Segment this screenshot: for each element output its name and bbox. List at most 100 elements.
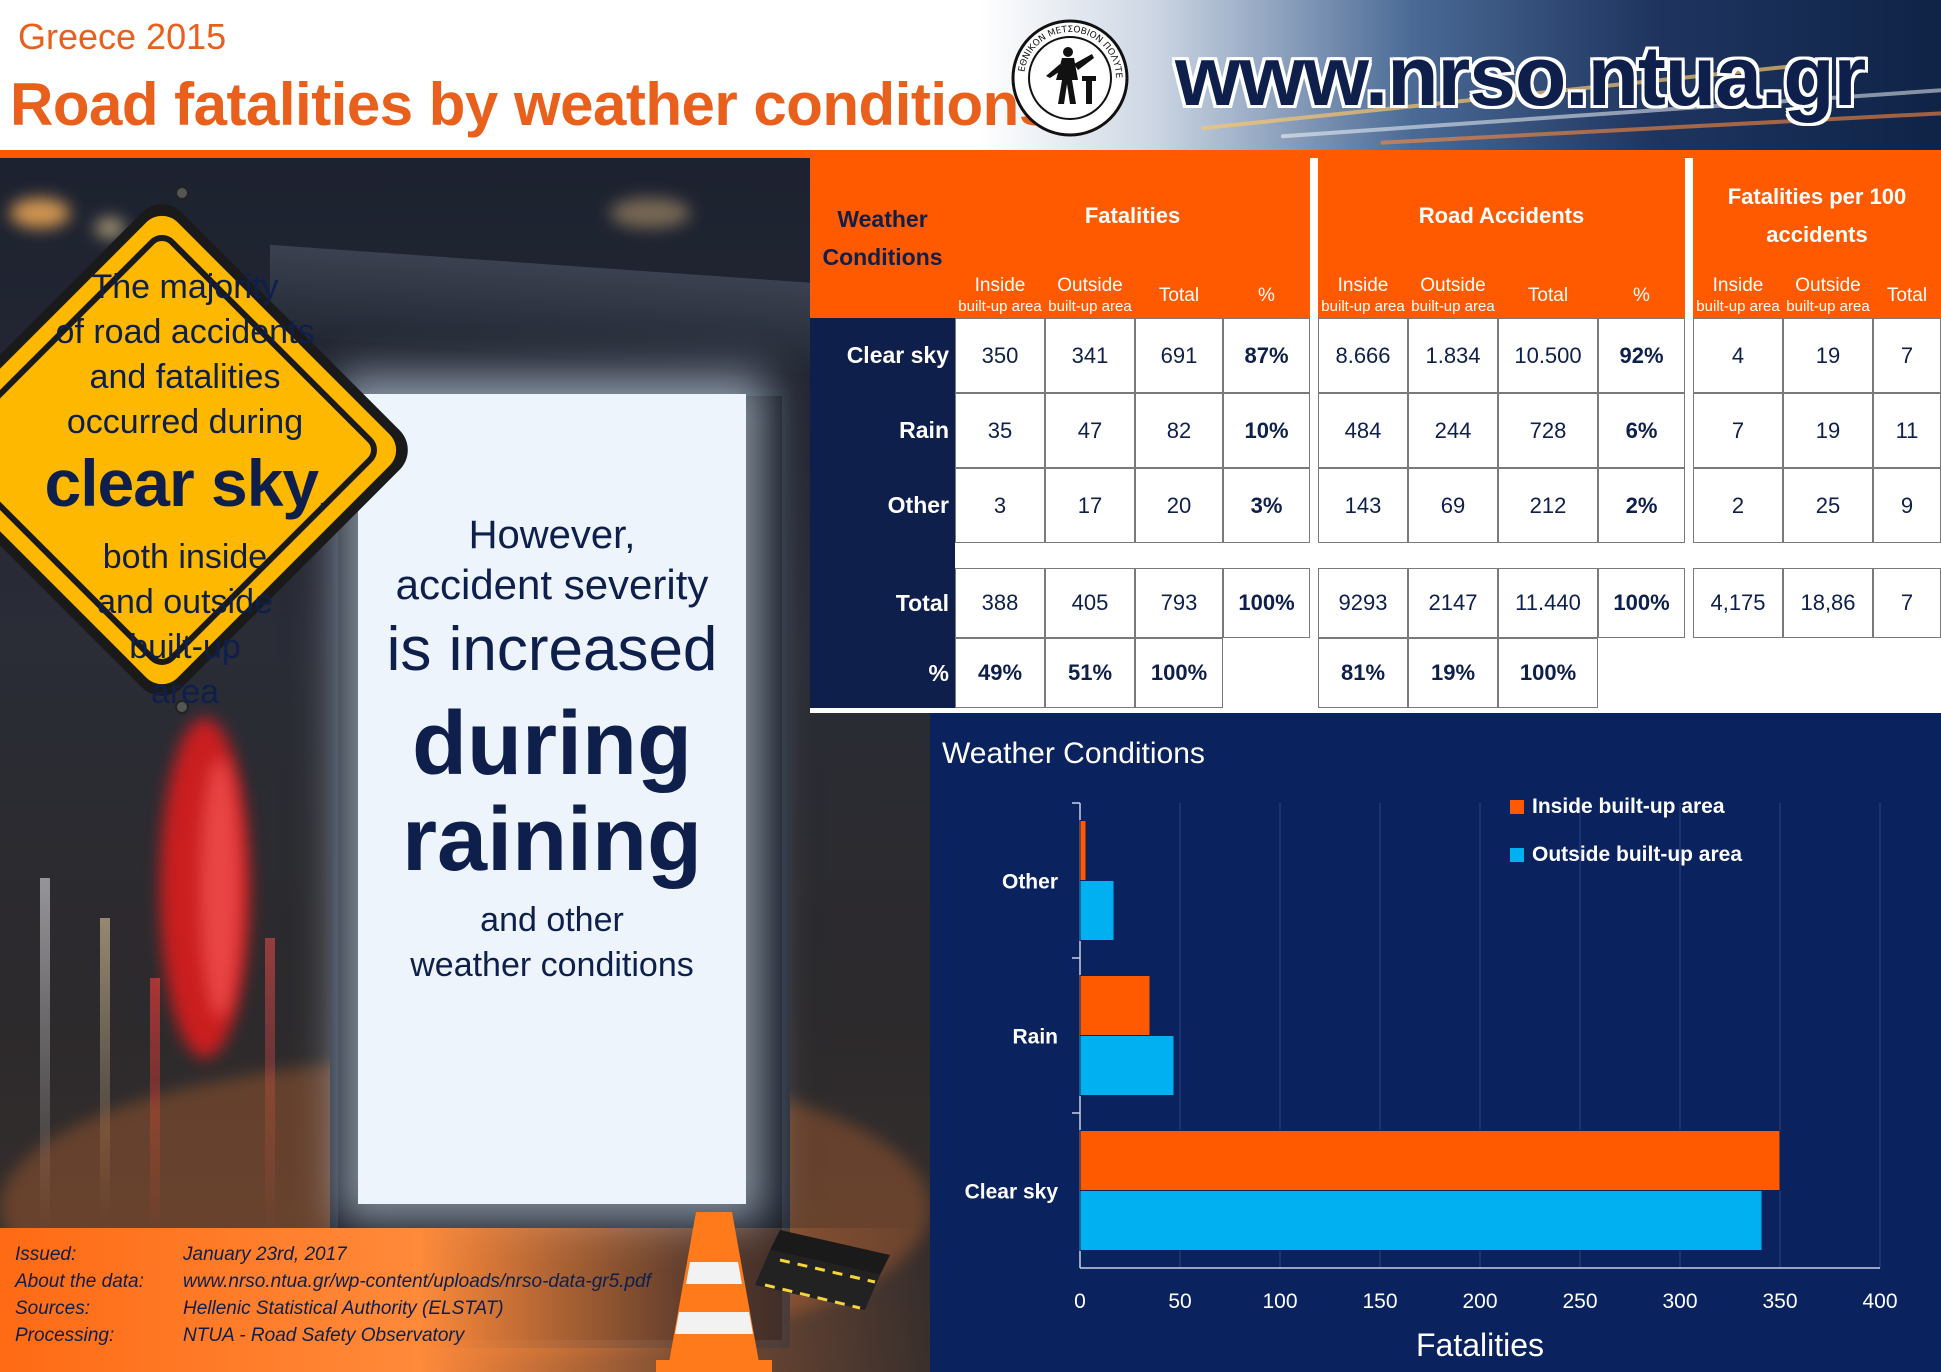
cell-accidents-outside: 244 (1408, 393, 1498, 468)
cell-fatalities-outside: 47 (1045, 393, 1135, 468)
cell-accidents-percent: 6% (1598, 393, 1685, 468)
bar-other-inside (1079, 820, 1087, 881)
cell-fatalities-outside: 51% (1045, 638, 1135, 708)
processing-label: Processing: (15, 1325, 115, 1346)
poster-emphasis: during (412, 694, 692, 794)
legend-label: Inside built-up area (1532, 795, 1725, 818)
processing-value: NTUA - Road Safety Observatory (183, 1325, 465, 1346)
cell-accidents-inside: 81% (1318, 638, 1408, 708)
row-label: Clear sky (810, 318, 955, 393)
category-label: Other (1002, 871, 1058, 894)
cell-ratio-outside: 19 (1783, 318, 1873, 393)
bar-clear-sky-outside (1079, 1190, 1763, 1251)
cell-accidents-outside: 1.834 (1408, 318, 1498, 393)
cell-fatalities-percent: 100% (1223, 568, 1310, 638)
sign-message: The majority of road accidents and fatal… (30, 265, 340, 715)
cell-accidents-outside: 19% (1408, 638, 1498, 708)
website-url[interactable]: www.nrso.ntua.gr (1175, 29, 1866, 123)
table-row: Clear sky 350 341 691 87% 8.666 1.834 10.500 92%… (810, 318, 1941, 393)
fatalities-table: Weather Conditions Fatalities Road Accid… (810, 158, 1941, 708)
poster-message: However, accident severity is increased … (358, 510, 746, 988)
group-header-road-accidents: Road Accidents (1318, 158, 1685, 273)
row-label: % (810, 638, 955, 708)
cell-accidents-total: 10.500 (1498, 318, 1598, 393)
cell-fatalities-inside: 35 (955, 393, 1045, 468)
col-header-total: Total (1135, 273, 1223, 318)
table-row: Rain 35 47 82 10% 484 244 728 6% 7 19 11 (810, 393, 1941, 468)
cell-ratio-total: 7 (1873, 568, 1941, 638)
cell-fatalities-inside: 350 (955, 318, 1045, 393)
cell-fatalities-inside: 3 (955, 468, 1045, 543)
chart-title: Weather Conditions (942, 737, 1205, 770)
warning-sign-icon (0, 186, 408, 714)
cell-ratio-inside: 2 (1693, 468, 1783, 543)
sign-line: The majority (91, 268, 279, 306)
cell-fatalities-percent: 87% (1223, 318, 1310, 393)
cell-ratio-total: 11 (1873, 393, 1941, 468)
poster-line: accident severity (395, 561, 709, 608)
cell-fatalities-outside: 17 (1045, 468, 1135, 543)
group-header-fatalities: Fatalities (955, 158, 1310, 273)
col-header-outside: Outside built-up area (1408, 273, 1498, 318)
col-header-outside: Outside built-up area (1045, 273, 1135, 318)
bar-chart: Weather Conditions 0 50 100 150 200 250 300 350 4… (942, 737, 1898, 1363)
cell-fatalities-inside: 388 (955, 568, 1045, 638)
sign-comma: , (318, 480, 326, 513)
col-header-inside: Inside built-up area (1318, 273, 1408, 318)
col-header-total: Total (1873, 273, 1941, 318)
cell-ratio-outside: 25 (1783, 468, 1873, 543)
row-label: Total (810, 568, 955, 638)
header: Greece 2015 Road fatalities by weather c… (0, 0, 1941, 150)
col-header-percent: % (1223, 273, 1310, 318)
issued-value: January 23rd, 2017 (183, 1244, 347, 1265)
cell-accidents-outside: 2147 (1408, 568, 1498, 638)
cell-fatalities-percent: 3% (1223, 468, 1310, 543)
col-header-total: Total (1498, 273, 1598, 318)
data-table-panel: Weather Conditions Fatalities Road Accid… (810, 158, 1941, 713)
cell-ratio-outside: 18,86 (1783, 568, 1873, 638)
cell-fatalities-total: 100% (1135, 638, 1223, 708)
traffic-cone-icon (656, 1212, 890, 1372)
col-header-inside: Inside built-up area (955, 273, 1045, 318)
cell-fatalities-total: 691 (1135, 318, 1223, 393)
col-header-percent: % (1598, 273, 1685, 318)
x-tick-label: 100 (1262, 1290, 1297, 1313)
cell-accidents-percent: 2% (1598, 468, 1685, 543)
poster-line: is increased (386, 615, 718, 684)
weather-conditions-header: Weather Conditions (810, 158, 955, 318)
cell-accidents-percent: 100% (1598, 568, 1685, 638)
x-tick-label: 400 (1862, 1290, 1897, 1313)
sign-line: both inside (102, 538, 268, 576)
header-banner (980, 0, 1941, 150)
poster-line: weather conditions (410, 946, 694, 984)
col-header-inside: Inside built-up area (1693, 273, 1783, 318)
sources-label: Sources: (15, 1298, 90, 1319)
cell-accidents-percent: 92% (1598, 318, 1685, 393)
group-header-fatalities-per-100: Fatalities per 100 accidents (1693, 158, 1941, 273)
cell-fatalities-percent: 10% (1223, 393, 1310, 468)
table-spacer (810, 543, 1941, 568)
cell-ratio-inside: 4 (1693, 318, 1783, 393)
cell-accidents-outside: 69 (1408, 468, 1498, 543)
poster-panel (358, 394, 746, 1204)
legend-swatch (1510, 848, 1524, 862)
chart-panel: Weather Conditions 0 50 100 150 200 250 300 350 4… (930, 713, 1941, 1372)
table-row: Other 3 17 20 3% 143 69 212 2% 2 25 9 (810, 468, 1941, 543)
legend-label: Outside built-up area (1532, 843, 1742, 866)
cell-accidents-inside: 484 (1318, 393, 1408, 468)
row-label: Other (810, 468, 955, 543)
x-tick-label: 350 (1762, 1290, 1797, 1313)
cell-accidents-inside: 143 (1318, 468, 1408, 543)
poster-line: and other (480, 901, 624, 939)
x-tick-label: 50 (1168, 1290, 1191, 1313)
sources-value: Hellenic Statistical Authority (ELSTAT) (183, 1298, 504, 1319)
weather-conditions-header-label: Weather Conditions (822, 206, 943, 270)
header-divider (0, 150, 1941, 158)
poster-line: However, (468, 513, 636, 557)
cell-fatalities-total: 793 (1135, 568, 1223, 638)
sign-line: occurred during (66, 403, 304, 441)
x-axis-label: Fatalities (1416, 1327, 1544, 1363)
about-link[interactable]: www.nrso.ntua.gr/wp-content/uploads/nrso… (183, 1271, 651, 1292)
cell-fatalities-inside: 49% (955, 638, 1045, 708)
cell-fatalities-outside: 341 (1045, 318, 1135, 393)
